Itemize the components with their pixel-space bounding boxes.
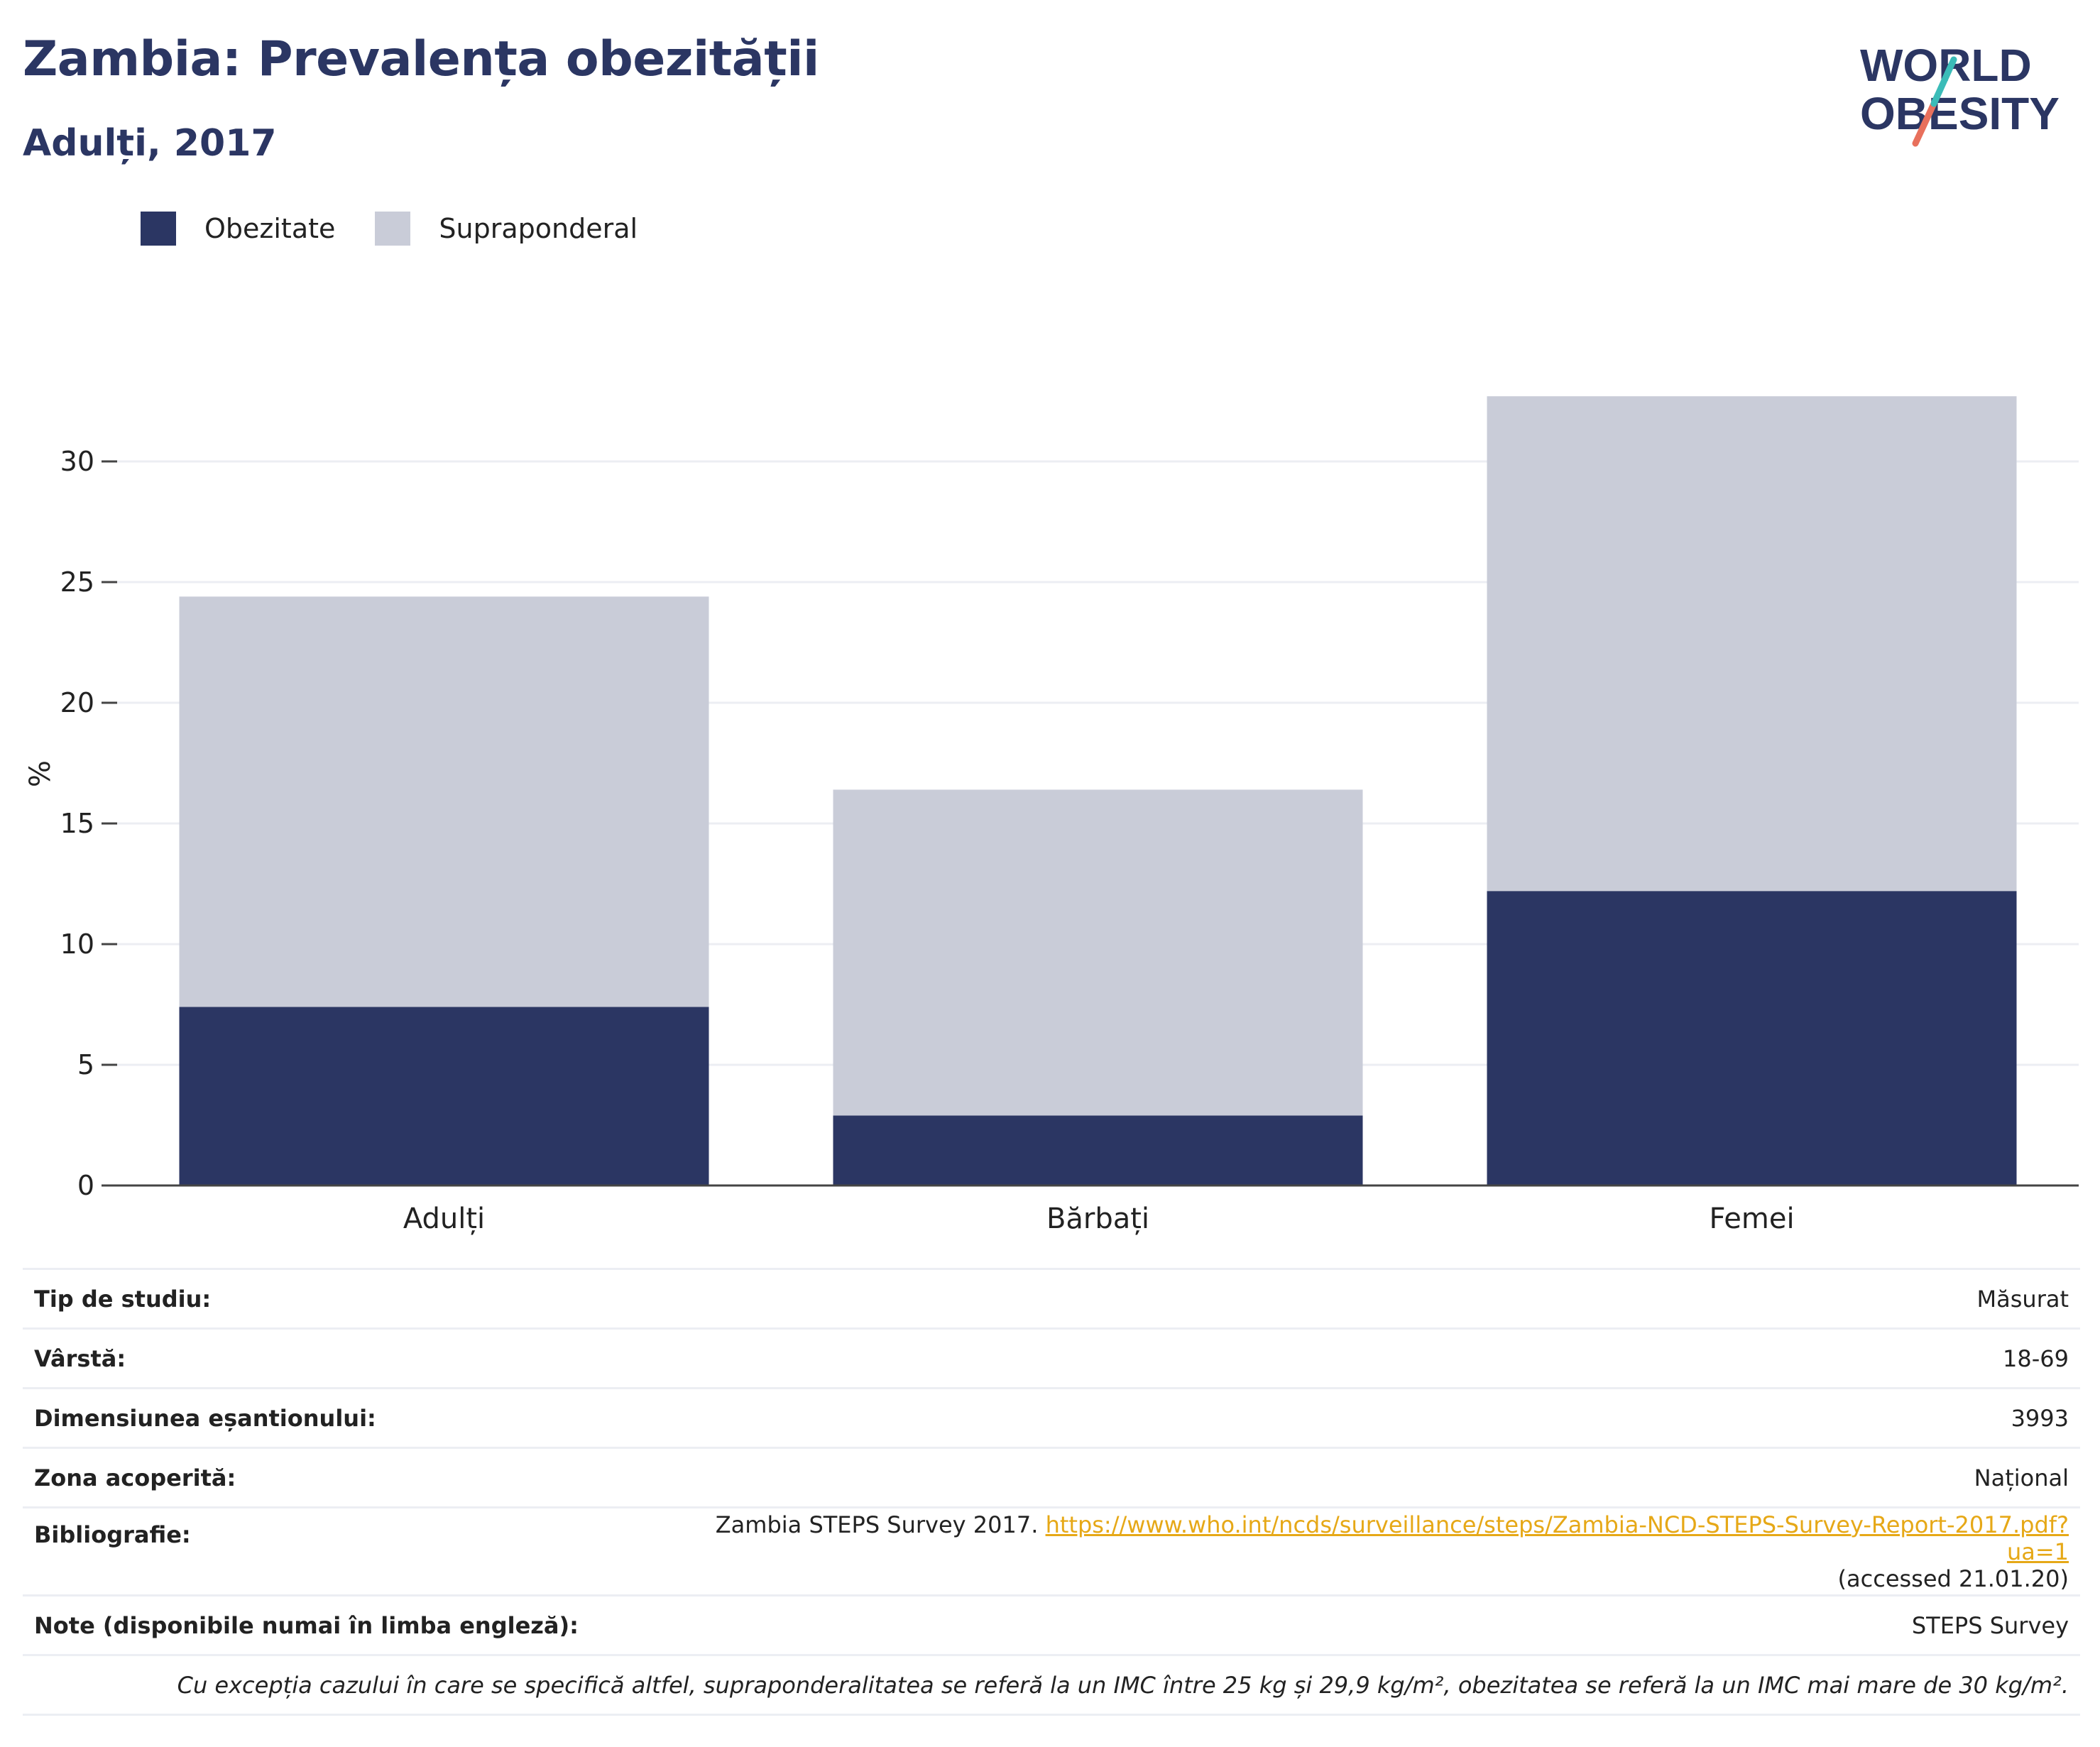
meta-key: Zona acoperită: <box>23 1447 684 1508</box>
y-tick-label: 20 <box>60 687 94 718</box>
x-tick-label: Bărbați <box>1046 1203 1149 1235</box>
meta-row-notes: Note (disponibile numai în limba engleză… <box>23 1595 2080 1656</box>
meta-value: 18-69 <box>684 1328 2080 1389</box>
meta-value: Măsurat <box>684 1268 2080 1330</box>
meta-row-study-type: Tip de studiu: Măsurat <box>23 1268 2080 1330</box>
bibliography-value: Zambia STEPS Survey 2017. https://www.wh… <box>684 1507 2080 1597</box>
bar-supraponderal-0[interactable] <box>179 596 709 1007</box>
y-tick-label: 10 <box>60 929 94 960</box>
meta-value: 3993 <box>684 1388 2080 1449</box>
legend-item-supraponderal[interactable]: Supraponderal <box>375 212 638 246</box>
meta-row-bibliography: Bibliografie: Zambia STEPS Survey 2017. … <box>23 1507 2080 1597</box>
y-tick-label: 30 <box>60 446 94 477</box>
y-tick-label: 25 <box>60 566 94 598</box>
y-tick-label: 0 <box>77 1170 94 1201</box>
bar-supraponderal-2[interactable] <box>1487 396 2017 892</box>
world-obesity-logo: WORLD OBESITY <box>1860 40 2060 147</box>
page-subtitle: Adulți, 2017 <box>23 122 277 165</box>
y-axis-ticks: 0 5 10 15 20 25 30 <box>60 446 117 1201</box>
bibliography-prefix: Zambia STEPS Survey 2017. <box>715 1511 1039 1538</box>
meta-row-area: Zona acoperită: Național <box>23 1447 2080 1508</box>
legend-swatch-supraponderal <box>375 212 411 246</box>
x-tick-label: Femei <box>1709 1203 1794 1235</box>
legend-label: Obezitate <box>204 213 336 244</box>
x-axis-labels: Adulți Bărbați Femei <box>403 1203 1795 1235</box>
bar-obezitate-0[interactable] <box>179 1007 709 1185</box>
y-tick-label: 5 <box>77 1049 94 1080</box>
meta-key: Tip de studiu: <box>23 1268 684 1330</box>
meta-key: Bibliografie: <box>23 1507 684 1597</box>
meta-row-age: Vârstă: 18-69 <box>23 1328 2080 1389</box>
bar-obezitate-2[interactable] <box>1487 891 2017 1185</box>
y-axis-label: % <box>24 760 57 787</box>
legend-item-obezitate[interactable]: Obezitate <box>141 212 335 246</box>
meta-row-sample-size: Dimensiunea eșantionului: 3993 <box>23 1388 2080 1449</box>
bars <box>179 396 2017 1185</box>
bibliography-accessed: (accessed 21.01.20) <box>1837 1565 2069 1592</box>
meta-key: Vârstă: <box>23 1328 684 1389</box>
stacked-bar-chart: 0 5 10 15 20 25 30 Adulți Bărbați Femei % <box>24 396 2079 1235</box>
y-tick-label: 15 <box>60 808 94 839</box>
meta-value: Național <box>684 1447 2080 1508</box>
bar-obezitate-1[interactable] <box>833 1115 1363 1185</box>
meta-row-footnote: Cu excepția cazului în care se specifică… <box>23 1655 2080 1716</box>
logo-line-2: OBESITY <box>1860 88 2060 139</box>
meta-key: Note (disponibile numai în limba engleză… <box>23 1595 684 1656</box>
meta-key: Dimensiunea eșantionului: <box>23 1388 684 1449</box>
page-title: Zambia: Prevalența obezității <box>23 31 819 87</box>
metadata-table: Tip de studiu: Măsurat Vârstă: 18-69 Dim… <box>23 1268 2080 1716</box>
x-tick-label: Adulți <box>403 1203 485 1235</box>
chart-legend: Obezitate Supraponderal <box>141 212 677 246</box>
bibliography-link[interactable]: https://www.who.int/ncds/surveillance/st… <box>1045 1511 2069 1565</box>
bar-supraponderal-1[interactable] <box>833 789 1363 1116</box>
meta-value: STEPS Survey <box>684 1595 2080 1656</box>
footnote: Cu excepția cazului în care se specifică… <box>23 1655 2080 1716</box>
legend-label: Supraponderal <box>439 213 638 244</box>
legend-swatch-obezitate <box>141 212 176 246</box>
